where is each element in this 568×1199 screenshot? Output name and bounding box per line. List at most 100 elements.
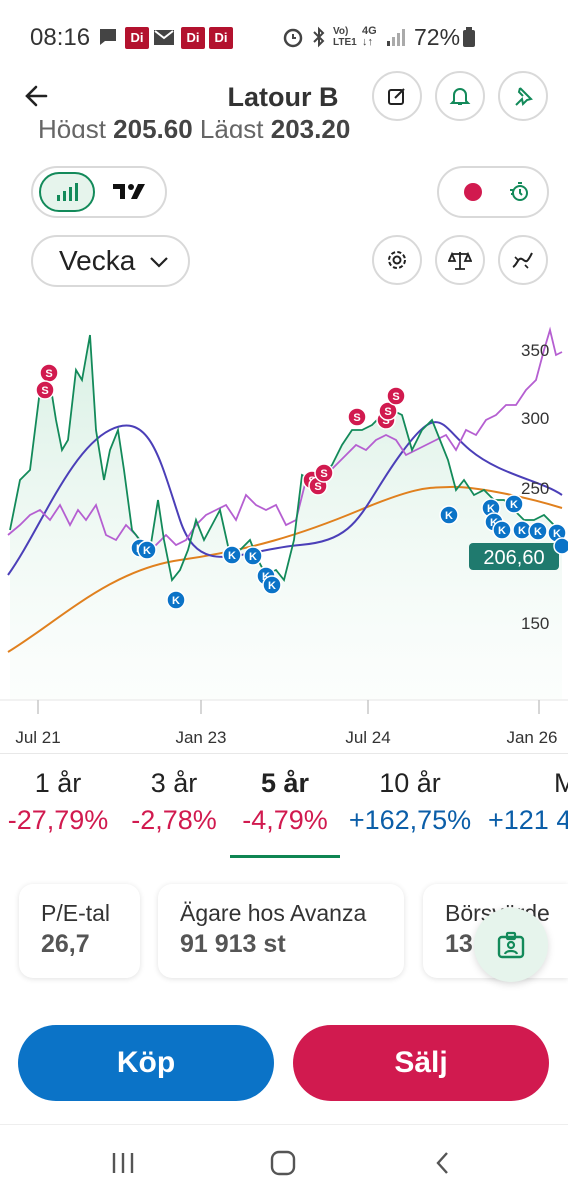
bluetooth-icon (310, 26, 328, 48)
sell-marker[interactable]: S (39, 363, 59, 383)
svg-text:S: S (320, 468, 327, 480)
sell-marker[interactable]: S (386, 386, 406, 406)
pe-card[interactable]: P/E-tal 26,7 (19, 884, 140, 978)
pin-icon (515, 87, 533, 107)
record-timer-group (437, 166, 549, 218)
signal-icon (386, 26, 406, 48)
period-return: +121 4 (488, 805, 568, 835)
svg-text:K: K (510, 499, 518, 511)
bar-chart-icon (57, 183, 78, 201)
svg-text:K: K (518, 525, 526, 537)
svg-text:S: S (41, 385, 48, 397)
price-chart[interactable]: 350 300 250 150 206,60 S S S S S S S S S… (0, 310, 568, 760)
battery-icon (462, 26, 476, 48)
back-nav-button[interactable] (420, 1145, 466, 1181)
back-nav-icon (436, 1152, 448, 1174)
owners-card[interactable]: Ägare hos Avanza 91 913 st (158, 884, 404, 978)
alarm-icon (282, 26, 304, 48)
svg-text:K: K (143, 545, 151, 557)
buy-marker[interactable]: K (166, 590, 186, 610)
status-time: 08:16 (30, 24, 91, 51)
chat-notification-icon (97, 26, 119, 48)
header: Latour B (0, 71, 568, 122)
home-icon (270, 1150, 296, 1176)
period-return: -27,79% (7, 805, 109, 835)
card-value: 26,7 (41, 930, 90, 958)
buy-marker[interactable]: K (512, 520, 532, 540)
compare-scale-icon (448, 251, 472, 270)
id-card-icon (497, 931, 525, 959)
price-area (10, 335, 562, 700)
settings-icon (388, 251, 406, 269)
y-tick-350: 350 (521, 341, 549, 360)
svg-text:K: K (498, 525, 506, 537)
tradingview-icon (113, 184, 145, 199)
svg-text:K: K (262, 571, 270, 583)
edit-icon (388, 88, 405, 105)
bell-icon (449, 88, 471, 105)
period-return: -4,79% (242, 805, 328, 835)
sell-marker[interactable]: S (347, 407, 367, 427)
buy-markers: K K K K K K K K K K K K K K K (130, 494, 568, 610)
sell-marker[interactable]: S (35, 380, 55, 400)
back-button[interactable] (20, 74, 60, 118)
page-title: Latour B (227, 82, 339, 112)
svg-text:K: K (228, 550, 236, 562)
chevron-down-icon (150, 257, 168, 268)
buy-marker[interactable]: K (439, 505, 459, 525)
sell-marker[interactable]: S (378, 401, 398, 421)
chart-settings-button[interactable] (372, 235, 422, 285)
di-notification-icon: Di (125, 27, 149, 49)
bar-chart-button[interactable] (39, 172, 95, 212)
svg-text:S: S (314, 481, 321, 493)
period-tab-max[interactable]: M +121 4 (488, 768, 568, 836)
timer-button[interactable] (499, 172, 539, 212)
period-tabs: 1 år -27,79% 3 år -2,78% 5 år -4,79% 10 … (0, 768, 568, 858)
recent-apps-button[interactable] (100, 1145, 146, 1181)
svg-text:K: K (172, 595, 180, 607)
period-tab-1y[interactable]: 1 år -27,79% (0, 768, 116, 836)
buy-marker[interactable]: K (243, 546, 263, 566)
record-dot-icon (464, 183, 482, 201)
period-tab-3y[interactable]: 3 år -2,78% (118, 768, 230, 836)
buy-marker[interactable]: K (137, 540, 157, 560)
period-tab-10y[interactable]: 10 år +162,75% (340, 768, 480, 836)
sell-button[interactable]: Sälj (293, 1025, 549, 1101)
card-label: P/E-tal (41, 900, 111, 926)
long-moving-average-line (7, 485, 563, 653)
sell-marker[interactable]: S (314, 463, 334, 483)
home-button[interactable] (260, 1143, 306, 1183)
svg-text:S: S (392, 391, 399, 403)
buy-marker[interactable]: K (504, 494, 524, 514)
alert-button[interactable] (435, 71, 485, 121)
x-tick-jul21: Jul 21 (15, 728, 60, 747)
buy-button[interactable]: Köp (18, 1025, 274, 1101)
card-value: 91 913 st (180, 930, 286, 958)
buy-marker[interactable]: K (528, 521, 548, 541)
record-button[interactable] (453, 172, 493, 212)
period-tab-5y[interactable]: 5 år -4,79% (230, 768, 340, 836)
portfolio-fab[interactable] (474, 908, 548, 982)
current-price-value: 206,60 (483, 547, 544, 569)
buy-marker[interactable]: K (222, 545, 242, 565)
compare-button[interactable] (435, 235, 485, 285)
interval-select[interactable]: Vecka (31, 235, 190, 287)
svg-text:K: K (534, 526, 542, 538)
status-bar: 08:16 Di Di Di Vo) LTE1 4G ↓↑ 72% (0, 0, 568, 74)
buy-marker[interactable] (553, 537, 568, 555)
edit-button[interactable] (372, 71, 422, 121)
x-tick-jul24: Jul 24 (345, 728, 390, 747)
y-tick-150: 150 (521, 614, 549, 633)
buy-marker[interactable]: K (262, 575, 282, 595)
pin-button[interactable] (498, 71, 548, 121)
card-label: Ägare hos Avanza (180, 900, 367, 926)
tradingview-button[interactable] (103, 172, 159, 212)
svg-text:K: K (490, 517, 498, 529)
svg-text:S: S (45, 368, 52, 380)
indicators-button[interactable] (498, 235, 548, 285)
buy-marker[interactable]: K (492, 520, 512, 540)
svg-text:S: S (384, 406, 391, 418)
high-low-row: Högst 205,60 Lägst 203,20 (38, 114, 351, 138)
mail-icon (153, 26, 175, 48)
battery-percent: 72% (414, 24, 461, 50)
